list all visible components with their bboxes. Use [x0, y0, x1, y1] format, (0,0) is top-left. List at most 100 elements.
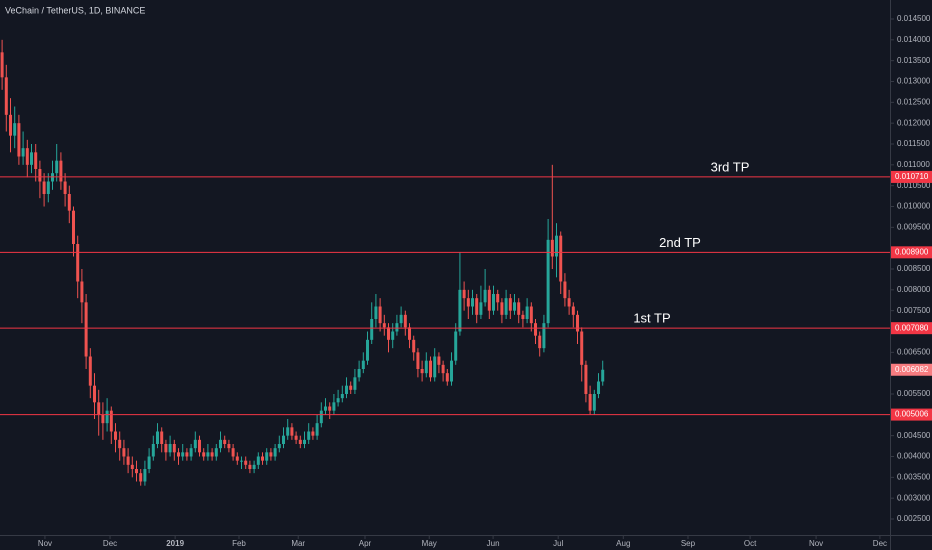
y-tick-label: 0.004000 — [897, 452, 931, 461]
candle-body — [269, 452, 273, 457]
candle-body — [588, 394, 592, 411]
candle-body — [361, 360, 365, 369]
candle-body — [445, 373, 449, 382]
candle-body — [307, 431, 311, 440]
candle-body — [319, 410, 323, 424]
candle-body — [126, 456, 130, 465]
candle-body — [517, 302, 521, 315]
candle-body — [450, 360, 454, 382]
y-tick-label: 0.002500 — [897, 514, 931, 523]
level-price-label: 0.010710 — [895, 172, 929, 181]
candle-body — [483, 289, 487, 303]
x-tick-label: Nov — [809, 539, 823, 548]
candle-body — [332, 402, 336, 411]
candle-body — [59, 160, 63, 182]
y-tick-label: 0.005500 — [897, 389, 931, 398]
candle-body — [336, 398, 340, 403]
candle-body — [235, 456, 239, 461]
candle-body — [399, 314, 403, 324]
candle-body — [147, 456, 151, 469]
candle-body — [143, 469, 147, 482]
candle-body — [311, 431, 315, 436]
candle-body — [172, 444, 176, 453]
candle-body — [542, 323, 546, 349]
candle-body — [42, 181, 46, 194]
candle-body — [38, 169, 42, 182]
candle-body — [475, 298, 479, 315]
y-tick-label: 0.008500 — [897, 264, 931, 273]
level-price-box — [891, 170, 932, 183]
candle-body — [185, 452, 189, 457]
candle-body — [303, 439, 307, 444]
x-tick-label: Apr — [359, 539, 372, 548]
candle-body — [4, 77, 8, 115]
x-tick-label: Jun — [487, 539, 500, 548]
candle-body — [513, 302, 517, 311]
candle-body — [282, 435, 286, 444]
candle-body — [67, 194, 71, 211]
candle-body — [340, 394, 344, 399]
candle-body — [164, 444, 168, 453]
candle-body — [454, 331, 458, 361]
candle-body — [193, 439, 197, 449]
candle-body — [508, 298, 512, 311]
y-tick-label: 0.012000 — [897, 118, 931, 127]
candle-body — [592, 394, 596, 411]
candle-body — [500, 302, 504, 315]
level-note: 1st TP — [633, 311, 670, 326]
level-note: 2nd TP — [659, 235, 701, 250]
candle-body — [353, 377, 357, 390]
candle-body — [198, 439, 202, 453]
candle-body — [118, 439, 122, 449]
candle-body — [315, 423, 319, 436]
x-tick-label: 2019 — [166, 539, 184, 548]
y-tick-label: 0.011500 — [897, 139, 930, 148]
candle-body — [84, 302, 88, 357]
x-tick-label: Feb — [232, 539, 246, 548]
candle-body — [240, 460, 244, 462]
candle-body — [156, 431, 160, 444]
candle-body — [357, 369, 361, 378]
candle-body — [97, 402, 101, 415]
candle-body — [168, 444, 172, 453]
chart-title: VeChain / TetherUS, 1D, BINANCE — [5, 5, 145, 15]
candle-body — [420, 369, 424, 374]
candle-body — [345, 385, 349, 394]
candle-body — [580, 331, 584, 365]
y-tick-label: 0.010500 — [897, 181, 931, 190]
candle-body — [550, 239, 554, 257]
candle-body — [492, 294, 496, 311]
y-tick-label: 0.013500 — [897, 56, 931, 65]
candle-body — [567, 298, 571, 307]
candle-body — [294, 435, 298, 440]
candle-body — [181, 452, 185, 457]
candle-body — [504, 298, 508, 315]
candle-body — [214, 448, 218, 457]
candle-body — [135, 469, 139, 474]
candle-body — [114, 431, 118, 440]
candle-body — [584, 364, 588, 394]
candle-body — [416, 352, 420, 369]
candle-body — [55, 160, 59, 174]
candle-body — [273, 448, 277, 457]
candle-body — [555, 235, 559, 257]
candle-body — [424, 360, 428, 374]
candle-body — [231, 448, 235, 457]
x-tick-label: Dec — [873, 539, 887, 548]
x-tick-label: May — [422, 539, 437, 548]
candle-body — [408, 327, 412, 340]
candle-body — [13, 123, 17, 136]
candle-body — [261, 456, 265, 461]
candle-body — [63, 181, 67, 194]
candle-body — [496, 294, 500, 303]
candle-body — [219, 439, 223, 449]
candle-body — [395, 323, 399, 332]
candle-body — [17, 123, 21, 157]
x-tick-label: Nov — [38, 539, 52, 548]
y-tick-label: 0.009500 — [897, 222, 931, 231]
x-tick-label: Dec — [103, 539, 117, 548]
y-tick-label: 0.003000 — [897, 493, 931, 502]
candle-body — [210, 452, 214, 457]
candle-body — [76, 244, 80, 282]
